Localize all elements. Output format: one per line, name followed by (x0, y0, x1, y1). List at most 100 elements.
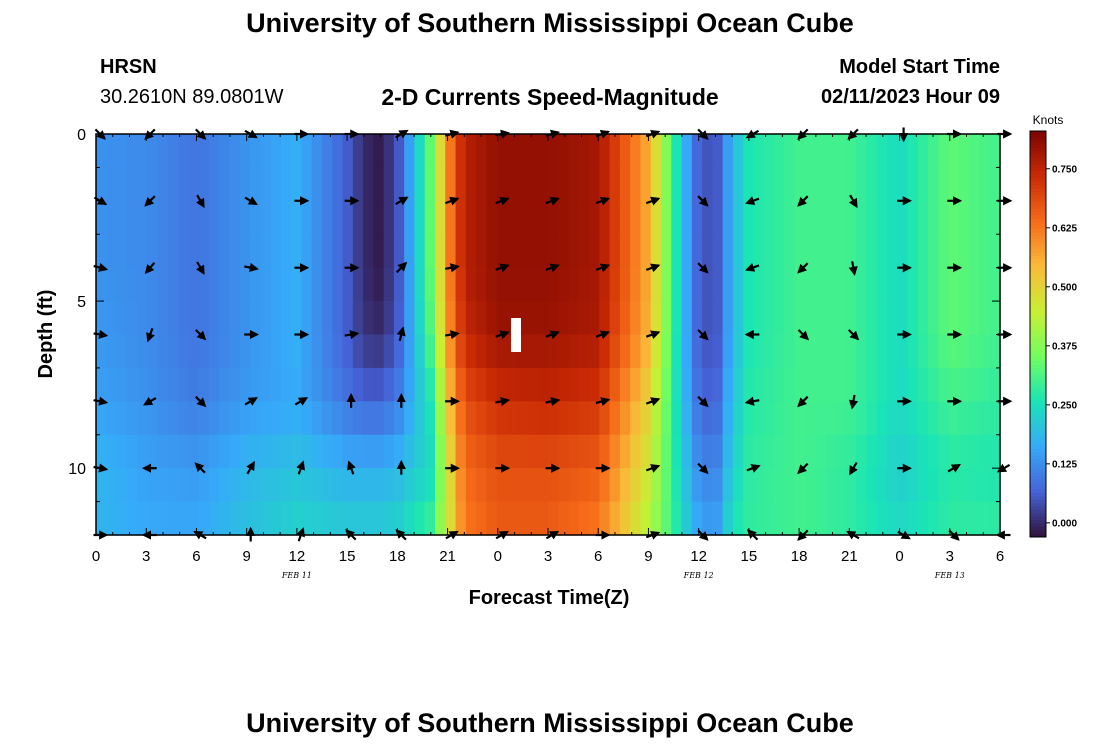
heatmap-cell (640, 267, 652, 302)
heatmap-cell (969, 301, 981, 336)
heatmap-cell (496, 301, 508, 336)
heatmap-cell (352, 267, 364, 302)
heatmap-cell (897, 267, 909, 302)
current-vector-arrow (196, 261, 205, 275)
heatmap-cell (527, 367, 539, 402)
y-axis: 0 5 10 (68, 127, 1000, 536)
current-vector-arrow (244, 397, 258, 406)
heatmap-cell (198, 301, 210, 336)
colorbar-segment (1030, 337, 1046, 342)
heatmap-cell (794, 434, 806, 469)
heatmap-cell (311, 367, 323, 402)
heatmap-cell (938, 134, 950, 169)
heatmap-cell (619, 267, 631, 302)
current-vector-arrow (595, 196, 611, 206)
heatmap-cell (414, 234, 426, 269)
heatmap-cell (876, 334, 888, 369)
heatmap-cell (958, 267, 970, 302)
heatmap-cell (835, 301, 847, 336)
heatmap-cell (958, 334, 970, 369)
heatmap-cell (835, 234, 847, 269)
heatmap-cell (126, 334, 138, 369)
heatmap-cell (126, 134, 138, 169)
current-vector-arrow (244, 262, 259, 273)
heatmap-cell (887, 367, 898, 402)
heatmap-cell (301, 401, 313, 436)
heatmap-cell (866, 367, 878, 402)
heatmap-cell (342, 267, 354, 302)
heatmap-cell (979, 134, 991, 169)
heatmap-cell (209, 434, 220, 469)
heatmap-cell (763, 468, 775, 503)
current-vector-arrow (495, 263, 510, 273)
heatmap-cell (578, 134, 590, 169)
heatmap-cell (825, 267, 837, 302)
heatmap-cell (517, 134, 529, 169)
heatmap-cell (876, 367, 888, 402)
heatmap-cell (496, 334, 508, 369)
heatmap-cell (712, 301, 724, 336)
heatmap-cell (455, 401, 467, 436)
station-code: HRSN (100, 56, 157, 78)
heatmap-cell (188, 267, 200, 302)
colorbar-segment (1030, 296, 1046, 301)
heatmap-cell (804, 367, 816, 402)
heatmap-cell (260, 367, 272, 402)
heatmap-cell (496, 167, 508, 202)
heatmap-cell (229, 301, 241, 336)
heatmap-cell (917, 200, 929, 235)
heatmap-cell (743, 301, 755, 336)
heatmap-cell (229, 167, 241, 202)
heatmap-cell (599, 334, 611, 369)
heatmap-cell (178, 234, 190, 269)
heatmap-cell (989, 267, 1001, 302)
colorbar-segment (1030, 398, 1046, 403)
heatmap-cell (332, 468, 344, 503)
heatmap-cell (907, 267, 919, 302)
heatmap-cell (506, 167, 518, 202)
heatmap-cell (650, 167, 662, 202)
heatmap-cell (691, 234, 703, 269)
heatmap-cell (270, 167, 282, 202)
colorbar-tick-label: 0.750 (1052, 164, 1077, 175)
heatmap-cell (260, 200, 272, 235)
heatmap-cell (897, 367, 909, 402)
heatmap-cell (907, 301, 919, 336)
heatmap-cell (342, 334, 354, 369)
heatmap-cell (147, 267, 159, 302)
heatmap-cell (393, 167, 405, 202)
heatmap-cell (311, 134, 323, 169)
heatmap-cell (691, 200, 703, 235)
heatmap-cell (383, 501, 395, 536)
heatmap-cell (250, 367, 261, 402)
heatmap-cell (250, 200, 261, 235)
heatmap-cell (352, 167, 364, 202)
heatmap-cell (907, 367, 919, 402)
colorbar-segment (1030, 330, 1046, 335)
heatmap-cell (856, 401, 868, 436)
colorbar-segment (1030, 523, 1046, 528)
heatmap-cell (702, 234, 713, 269)
heatmap-cell (537, 434, 549, 469)
current-vector-arrow (645, 196, 661, 206)
heatmap-cell (404, 367, 416, 402)
heatmap-cell (137, 234, 148, 269)
heatmap-cell (476, 401, 487, 436)
heatmap-cell (157, 200, 169, 235)
heatmap-cell (630, 334, 642, 369)
colorbar-segment (1030, 411, 1046, 416)
heatmap-cell (363, 200, 374, 235)
heatmap-cell (979, 301, 991, 336)
heatmap-cell (722, 434, 734, 469)
colorbar-segment (1030, 195, 1046, 200)
heatmap-cell (866, 334, 878, 369)
colorbar-segment (1030, 320, 1046, 325)
x-tick-label: 18 (389, 548, 406, 565)
current-vector-arrow (595, 263, 611, 273)
current-vector-arrow (545, 263, 560, 273)
heatmap-cell (825, 234, 837, 269)
heatmap-cell (548, 401, 559, 436)
heatmap-cell (640, 134, 652, 169)
heatmap-cell (455, 301, 467, 336)
